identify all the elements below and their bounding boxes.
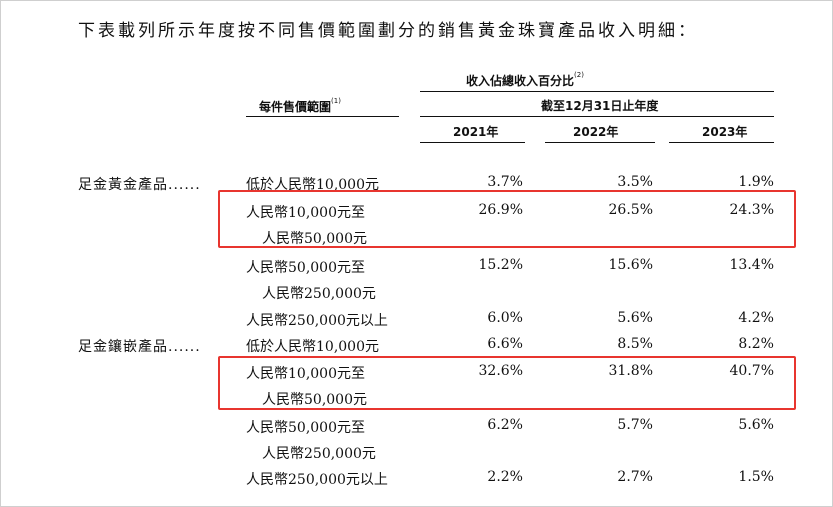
price-range-cell-continued: 人民幣250,000元 [262,286,376,302]
header-rule [246,116,399,117]
value-cell: 13.4% [729,257,774,273]
year-header-2021: 2021年 [453,125,499,139]
category-inlaid-gold-products: 足金鑲嵌產品...... [78,339,201,355]
value-cell: 1.9% [738,174,774,190]
price-range-cell: 人民幣10,000元至 [246,366,365,382]
header-rule [420,116,774,117]
price-range-cell-continued: 人民幣50,000元 [262,392,367,408]
highlight-box [218,190,796,248]
highlight-box [218,356,796,410]
value-cell: 5.6% [738,417,774,433]
value-cell: 15.6% [608,257,653,273]
price-range-cell: 人民幣50,000元至 [246,420,365,436]
revenue-share-label: 收入佔總收入百分比 [466,74,575,88]
value-cell: 6.0% [487,310,523,326]
value-cell: 31.8% [608,363,653,379]
period-header: 截至12月31日止年度 [541,99,659,113]
value-cell: 6.6% [487,336,523,352]
value-cell: 15.2% [478,257,523,273]
price-range-cell-continued: 人民幣250,000元 [262,446,376,462]
value-cell: 1.5% [738,469,774,485]
value-cell: 5.7% [617,417,653,433]
header-rule [545,142,655,143]
value-cell: 5.6% [617,310,653,326]
price-range-cell-continued: 人民幣50,000元 [262,231,367,247]
value-cell: 26.9% [478,202,523,218]
price-range-label: 每件售價範圍 [259,100,332,114]
value-cell: 32.6% [478,363,523,379]
value-cell: 26.5% [608,202,653,218]
price-range-header: 每件售價範圍(1) [259,97,341,115]
price-range-cell: 低於人民幣10,000元 [246,339,379,355]
value-cell: 40.7% [729,363,774,379]
intro-text: 下表載列所示年度按不同售價範圍劃分的銷售黃金珠寶產品收入明細： [78,21,698,41]
value-cell: 2.7% [617,469,653,485]
year-header-2022: 2022年 [573,125,619,139]
revenue-share-header: 收入佔總收入百分比(2) [466,71,584,89]
value-cell: 3.7% [487,174,523,190]
price-range-note: (1) [331,97,341,105]
header-rule [669,142,774,143]
value-cell: 8.5% [617,336,653,352]
price-range-cell: 人民幣50,000元至 [246,260,365,276]
value-cell: 24.3% [729,202,774,218]
year-header-2023: 2023年 [702,125,748,139]
price-range-cell: 人民幣250,000元以上 [246,313,388,329]
price-range-cell: 人民幣250,000元以上 [246,472,388,488]
category-gold-products: 足金黃金產品...... [78,177,201,193]
value-cell: 3.5% [617,174,653,190]
price-range-cell: 人民幣10,000元至 [246,205,365,221]
value-cell: 4.2% [738,310,774,326]
revenue-share-note: (2) [574,71,584,79]
header-rule [420,142,525,143]
price-range-cell: 低於人民幣10,000元 [246,177,379,193]
header-rule [420,91,774,92]
value-cell: 8.2% [738,336,774,352]
value-cell: 6.2% [487,417,523,433]
value-cell: 2.2% [487,469,523,485]
